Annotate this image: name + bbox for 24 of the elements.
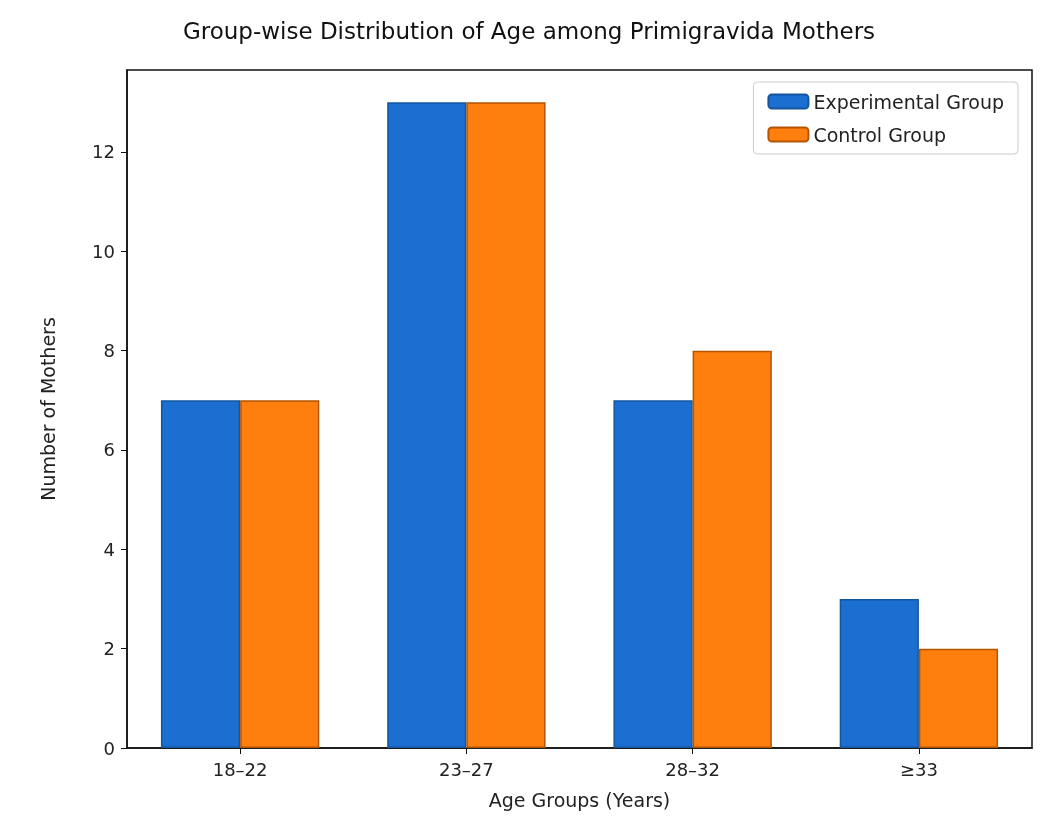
bar [466, 102, 546, 748]
legend-label: Control Group [813, 123, 946, 146]
y-tick-label: 6 [103, 439, 115, 461]
bar [160, 400, 241, 748]
y-tick-label: 12 [92, 141, 115, 163]
x-tick-label: 28–32 [665, 758, 721, 780]
legend-label: Experimental Group [813, 90, 1005, 113]
bar [918, 648, 999, 748]
x-tick-label: 23–27 [438, 758, 494, 780]
bar [692, 350, 772, 748]
y-axis-title: Number of Mothers [36, 317, 59, 501]
bar [387, 102, 467, 748]
y-tick-label: 8 [103, 340, 115, 362]
chart-title: Group-wise Distribution of Age among Primigravida Mothers [182, 17, 876, 44]
x-axis-title: Age Groups (Years) [488, 788, 671, 811]
x-tick-label: 18–22 [212, 758, 268, 780]
bar [839, 598, 919, 748]
y-tick-label: 10 [92, 240, 115, 262]
y-tick-label: 4 [103, 538, 115, 560]
y-tick-label: 0 [103, 737, 115, 759]
x-tick-label: ≥33 [899, 758, 938, 780]
bar [240, 400, 320, 748]
bar [613, 400, 693, 748]
y-tick-label: 2 [103, 638, 115, 660]
